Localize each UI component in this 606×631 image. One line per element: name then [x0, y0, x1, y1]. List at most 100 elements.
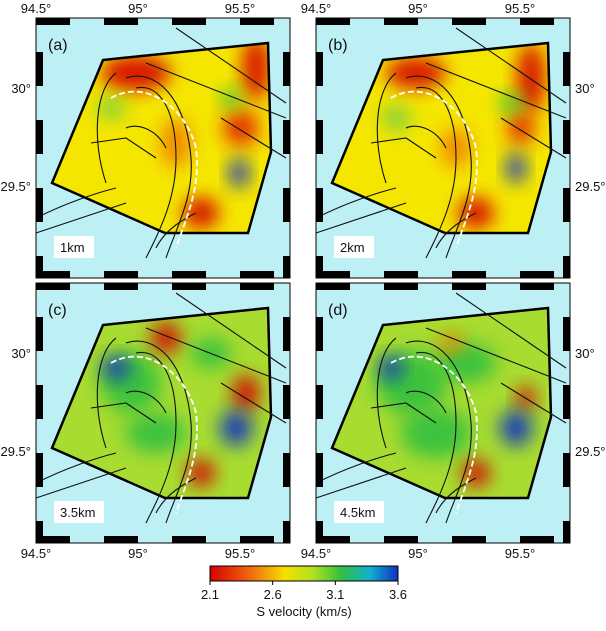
velocity-anomaly: [151, 322, 181, 354]
fault-line: [125, 125, 167, 149]
frame-tick: [36, 536, 70, 543]
frame-tick: [240, 283, 274, 290]
velocity-anomaly: [506, 153, 526, 183]
frame-tick: [520, 536, 554, 543]
longitude-label: 95.5°: [505, 1, 536, 16]
fault-line: [425, 62, 567, 119]
velocity-anomaly: [500, 410, 532, 446]
frame-tick: [240, 536, 274, 543]
depth-label-box: [334, 501, 384, 523]
fault-line: [125, 340, 192, 524]
fault-line: [405, 340, 472, 524]
frame-tick: [172, 18, 206, 25]
map-panel: (a) 1km 94.5° 95° 95.5° 30° 29.5°: [0, 1, 291, 279]
panel-label: (c): [48, 302, 67, 319]
frame-tick: [563, 52, 570, 86]
frame-tick: [36, 283, 70, 290]
velocity-anomaly: [102, 356, 130, 380]
fault-line: [220, 382, 287, 424]
velocity-anomaly: [386, 57, 446, 89]
fault-line: [96, 337, 117, 449]
longitude-label: 94.5°: [21, 1, 52, 16]
fault-line: [175, 27, 287, 104]
velocity-anomaly: [161, 118, 191, 168]
velocity-anomaly: [507, 112, 535, 144]
velocity-anomaly: [220, 410, 252, 446]
velocity-anomaly: [379, 356, 403, 380]
fault-line: [155, 212, 197, 249]
fault-line: [435, 212, 477, 249]
frame-tick: [316, 256, 323, 278]
longitude-label: 95.5°: [225, 546, 256, 561]
longitude-label: 95.5°: [225, 1, 256, 16]
grid-outline: [330, 41, 553, 235]
velocity-anomaly: [439, 333, 463, 353]
frame-tick: [36, 256, 43, 278]
fault-line: [500, 382, 567, 424]
fault-line: [90, 402, 157, 424]
fault-line: [315, 202, 407, 234]
frame-tick: [36, 453, 43, 487]
velocity-anomaly: [221, 88, 241, 108]
longitude-label: 94.5°: [301, 1, 332, 16]
velocity-anomaly: [126, 413, 186, 453]
frame-tick: [172, 536, 206, 543]
fault-line: [425, 327, 567, 384]
fault-line: [376, 337, 397, 449]
frame-tick: [452, 283, 486, 290]
panel-label: (a): [48, 37, 68, 54]
colorbar-tick-label: 2.1: [201, 587, 219, 602]
longitude-label: 95°: [408, 1, 428, 16]
frame-tick: [316, 385, 323, 419]
fault-line: [405, 75, 472, 259]
frame-tick: [520, 283, 554, 290]
frame-tick: [316, 317, 323, 351]
frame-tick: [36, 521, 43, 543]
frame-tick: [452, 271, 486, 278]
velocity-anomaly: [229, 158, 249, 188]
fault-line: [96, 72, 117, 184]
frame-tick: [316, 536, 350, 543]
frame-tick: [283, 120, 290, 154]
frame-tick: [283, 453, 290, 487]
grid-outline: [330, 306, 553, 500]
frame-tick: [240, 18, 274, 25]
frame-tick: [316, 52, 323, 86]
velocity-anomaly: [187, 459, 215, 487]
map-panel: (b) 2km 94.5° 95° 95.5° 30° 29.5°: [301, 1, 606, 279]
fault-line: [125, 75, 192, 259]
map-panel: (c) 3.5km 94.5° 95° 95.5° 30° 29.5°: [0, 282, 291, 561]
frame-tick: [36, 120, 43, 154]
fault-line: [415, 351, 457, 524]
latitude-label: 29.5°: [575, 179, 606, 194]
frame-tick: [384, 271, 418, 278]
fault-line: [455, 292, 567, 369]
boundary-line: [110, 355, 198, 514]
frame-tick: [104, 536, 138, 543]
frame-tick: [283, 521, 290, 543]
fault-line: [135, 351, 177, 524]
velocity-anomaly: [101, 55, 171, 91]
frame-tick: [316, 521, 323, 543]
frame-tick: [36, 18, 70, 25]
frame-tick: [316, 120, 323, 154]
latitude-label: 29.5°: [0, 444, 31, 459]
frame-tick: [452, 536, 486, 543]
velocity-anomaly: [517, 43, 545, 113]
colorbar-tick-label: 2.6: [264, 587, 282, 602]
velocity-anomaly: [242, 43, 270, 100]
panel-label: (d): [328, 302, 348, 319]
longitude-label: 95°: [408, 546, 428, 561]
frame-tick: [283, 385, 290, 419]
velocity-anomaly: [462, 459, 490, 487]
colorbar-tick-label: 3.1: [326, 587, 344, 602]
frame-tick: [563, 188, 570, 222]
fault-line: [405, 390, 447, 414]
fault-line: [405, 125, 447, 149]
fault-line: [35, 202, 127, 234]
fault-line: [35, 467, 127, 499]
depth-label-box: [334, 236, 374, 258]
colorbar-tick-label: 3.6: [389, 587, 407, 602]
frame-tick: [316, 283, 350, 290]
